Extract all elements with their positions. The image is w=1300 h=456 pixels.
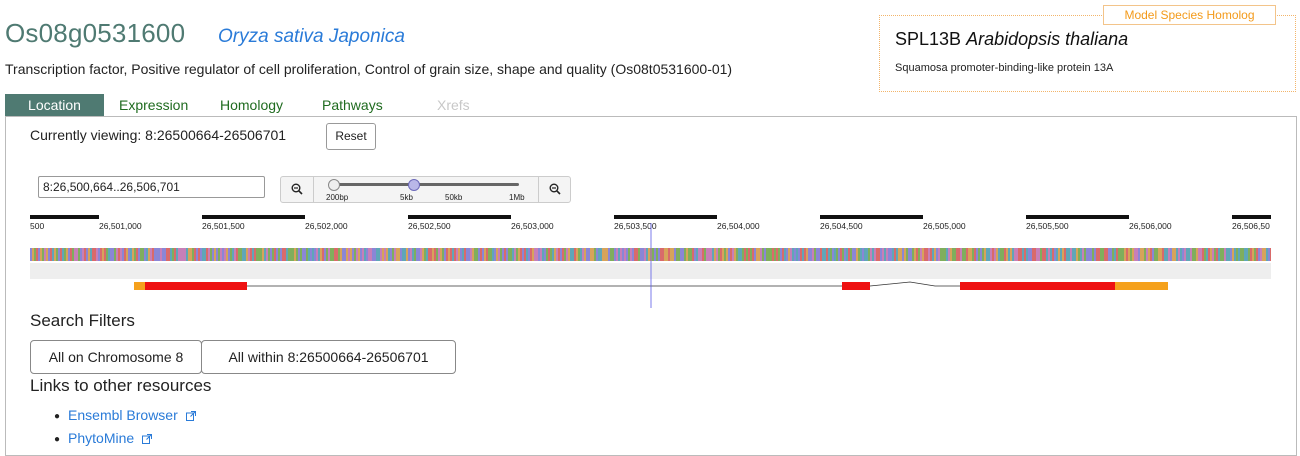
currently-viewing-value: 8:26500664-26506701 (145, 127, 287, 143)
ruler-tick-label: 26,502,500 (408, 221, 451, 231)
search-filters-title: Search Filters (30, 311, 135, 330)
homolog-symbol: SPL13B (895, 29, 962, 49)
zoom-widget (280, 176, 571, 203)
exon-1 (145, 282, 247, 290)
ruler-segment (99, 215, 202, 219)
ruler-segment (820, 215, 923, 219)
exon-2 (842, 282, 870, 290)
ruler-segment (30, 215, 133, 219)
region-input[interactable] (38, 176, 265, 198)
ruler-segment (1129, 215, 1232, 219)
ruler-tick-label: 26,503,000 (511, 221, 554, 231)
utr-3prime (1115, 282, 1168, 290)
tab-location[interactable]: Location (5, 94, 104, 116)
zoom-slider-handle[interactable] (408, 179, 420, 191)
intron-line (869, 281, 960, 287)
currently-viewing: Currently viewing: 8:26500664-26506701 (30, 127, 286, 143)
zoom-slider-track[interactable] (334, 183, 519, 186)
tab-expression[interactable]: Expression (119, 97, 189, 113)
ruler-segment (1026, 215, 1129, 219)
zoom-out-button[interactable] (281, 177, 314, 202)
bullet: ● (54, 433, 61, 445)
homolog-panel (879, 15, 1296, 92)
reset-button[interactable]: Reset (326, 123, 376, 150)
homolog-badge: Model Species Homolog (1103, 5, 1276, 25)
feature-track-bg (30, 263, 1271, 279)
filter-all-within-region-button[interactable]: All within 8:26500664-26506701 (201, 340, 456, 374)
ruler-tick-label: 26,505,500 (1026, 221, 1069, 231)
exon-3 (960, 282, 1115, 290)
ruler-segment (202, 215, 305, 219)
slider-label-5kb: 5kb (400, 193, 413, 202)
ruler-tick-label: 26,504,000 (717, 221, 760, 231)
utr-5prime (134, 282, 145, 290)
ruler-tick-label: 26,501,500 (202, 221, 245, 231)
gene-model[interactable] (134, 281, 1168, 290)
ruler-tick-label: 26,501,000 (99, 221, 142, 231)
sequence-track (30, 248, 1271, 261)
zoom-out-icon (291, 183, 303, 195)
external-link-icon (185, 411, 196, 421)
zoom-in-icon (549, 183, 561, 195)
gene-id: Os08g0531600 (5, 18, 186, 48)
ruler-segment (717, 215, 820, 219)
ruler-segment (923, 215, 1026, 219)
link-phytomine-label: PhytoMine (68, 430, 135, 446)
ruler-tick-label: 26,502,000 (305, 221, 348, 231)
external-link-icon (142, 434, 153, 444)
slider-label-50kb: 50kb (445, 193, 463, 202)
genome-browser[interactable]: 500 26,501,000 26,501,500 26,502,000 26,502,… (30, 215, 1271, 310)
genome-track-svg: 500 26,501,000 26,501,500 26,502,000 26,502,… (30, 215, 1271, 308)
tab-pathways[interactable]: Pathways (322, 97, 383, 113)
currently-viewing-label: Currently viewing: (30, 127, 142, 143)
tab-homology[interactable]: Homology (220, 97, 284, 113)
zoom-slider-min-marker (328, 179, 340, 191)
bullet: ● (54, 410, 61, 422)
ruler-segment (614, 215, 717, 219)
tab-xrefs: Xrefs (437, 97, 470, 113)
zoom-in-button[interactable] (538, 177, 571, 202)
homolog-species: Arabidopsis thaliana (966, 29, 1129, 49)
gene-species: Oryza sativa Japonica (218, 26, 405, 47)
ruler-segment (408, 215, 511, 219)
homolog-description: Squamosa promoter-binding-like protein 1… (895, 62, 1114, 74)
ruler-segment (305, 215, 408, 219)
gene-description: Transcription factor, Positive regulator… (5, 61, 733, 77)
homolog-title[interactable]: SPL13B Arabidopsis thaliana (895, 29, 1128, 50)
ruler-tick-label: 26,503,500 (614, 221, 657, 231)
slider-label-200bp: 200bp (326, 193, 349, 202)
ruler-segment (1232, 215, 1271, 219)
ruler-tick-label: 26,506,000 (1129, 221, 1172, 231)
link-ensembl-browser[interactable]: ● Ensembl Browser (54, 407, 196, 423)
ruler-tick-label: 500 (30, 221, 44, 231)
link-phytomine[interactable]: ● PhytoMine (54, 430, 153, 446)
ruler-tick-label: 26,506,50 (1232, 221, 1270, 231)
slider-label-1mb: 1Mb (509, 193, 525, 202)
ruler-tick-label: 26,505,000 (923, 221, 966, 231)
ruler-segment (511, 215, 614, 219)
links-title: Links to other resources (30, 376, 212, 395)
filter-all-on-chromosome-button[interactable]: All on Chromosome 8 (30, 340, 202, 374)
ruler-tick-label: 26,504,500 (820, 221, 863, 231)
link-ensembl-label: Ensembl Browser (68, 407, 178, 423)
